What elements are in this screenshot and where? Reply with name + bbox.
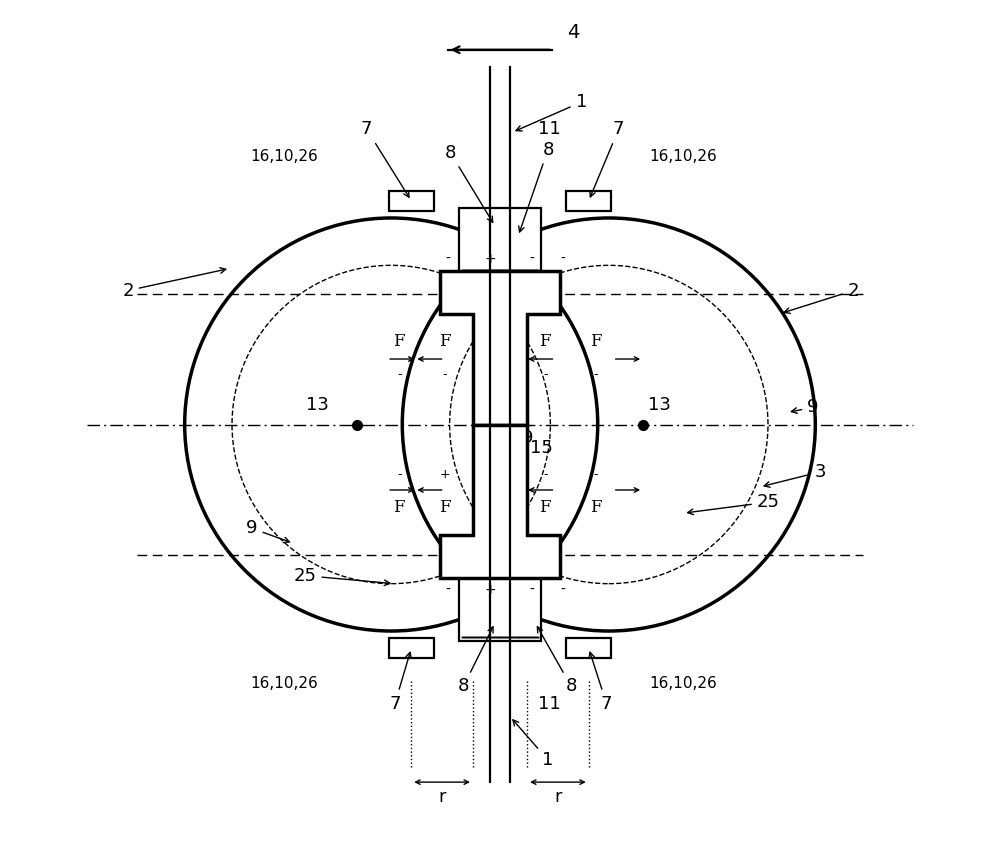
Text: 1: 1: [516, 93, 587, 131]
Text: F: F: [540, 334, 551, 351]
Text: 15: 15: [530, 439, 553, 457]
Text: 16,10,26: 16,10,26: [649, 149, 717, 164]
Text: 4: 4: [567, 23, 580, 42]
Text: 16,10,26: 16,10,26: [250, 149, 318, 164]
Circle shape: [403, 219, 814, 630]
Text: 25: 25: [293, 566, 390, 586]
Text: 9: 9: [246, 520, 289, 543]
Text: -: -: [397, 368, 402, 380]
Text: 11: 11: [538, 694, 561, 712]
Text: 8: 8: [458, 627, 493, 695]
Text: F: F: [393, 498, 405, 515]
Text: +: +: [484, 252, 496, 267]
Text: 13: 13: [648, 396, 671, 414]
Text: -: -: [593, 469, 598, 481]
Text: 2: 2: [784, 282, 859, 313]
Text: 3: 3: [764, 463, 826, 487]
Text: F: F: [590, 334, 602, 351]
Bar: [459, 575, 541, 641]
Text: 8: 8: [519, 141, 554, 232]
Text: 13: 13: [306, 396, 329, 414]
Text: 7: 7: [590, 121, 624, 197]
Bar: [459, 208, 541, 274]
Text: F: F: [439, 334, 450, 351]
Text: -: -: [445, 582, 450, 597]
Bar: [566, 638, 611, 658]
Text: +: +: [439, 469, 450, 481]
Bar: [566, 191, 611, 211]
Text: -: -: [530, 252, 535, 267]
Text: -: -: [530, 582, 535, 597]
Text: 7: 7: [389, 652, 411, 712]
Text: -: -: [560, 582, 565, 597]
Text: 25: 25: [688, 493, 780, 514]
Text: 2: 2: [122, 267, 226, 300]
Text: -: -: [442, 368, 447, 380]
Text: 8: 8: [537, 627, 577, 695]
Text: -: -: [397, 469, 402, 481]
Text: 8: 8: [445, 143, 493, 222]
Text: -: -: [593, 368, 598, 380]
Text: 9: 9: [522, 429, 534, 447]
Polygon shape: [440, 424, 560, 577]
Circle shape: [186, 219, 597, 630]
Text: 11: 11: [538, 121, 561, 138]
Text: 9: 9: [791, 398, 819, 416]
Text: 7: 7: [589, 652, 612, 712]
Bar: [389, 638, 434, 658]
Text: 7: 7: [361, 121, 409, 197]
Text: 16,10,26: 16,10,26: [649, 677, 717, 691]
Text: -: -: [445, 252, 450, 267]
Text: 1: 1: [513, 720, 554, 769]
Polygon shape: [440, 272, 560, 424]
Text: F: F: [439, 498, 450, 515]
Text: +: +: [484, 582, 496, 597]
Text: r: r: [438, 788, 446, 807]
Bar: [389, 191, 434, 211]
Text: 16,10,26: 16,10,26: [250, 677, 318, 691]
Text: r: r: [554, 788, 562, 807]
Text: F: F: [590, 498, 602, 515]
Text: -: -: [560, 252, 565, 267]
Text: -: -: [543, 469, 548, 481]
Text: -: -: [543, 368, 548, 380]
Text: F: F: [540, 498, 551, 515]
Text: F: F: [393, 334, 405, 351]
